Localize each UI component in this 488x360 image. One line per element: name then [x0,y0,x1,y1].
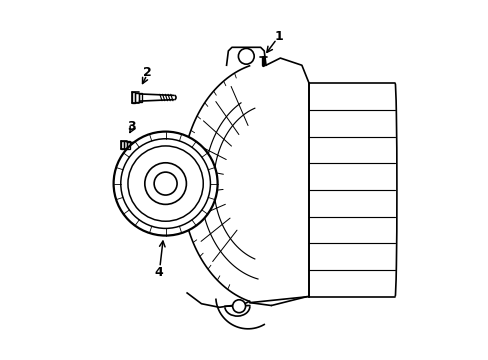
Bar [135,93,139,102]
Circle shape [238,48,254,64]
Text: 2: 2 [142,66,151,79]
Bar [127,141,130,149]
FancyBboxPatch shape [182,175,192,193]
Circle shape [232,300,245,313]
Bar [121,140,124,149]
Circle shape [113,132,217,235]
Text: 3: 3 [127,121,136,134]
Bar [131,93,135,103]
Text: 1: 1 [274,30,283,43]
Bar [124,141,127,149]
Bar [139,93,142,102]
Text: 4: 4 [154,266,163,279]
